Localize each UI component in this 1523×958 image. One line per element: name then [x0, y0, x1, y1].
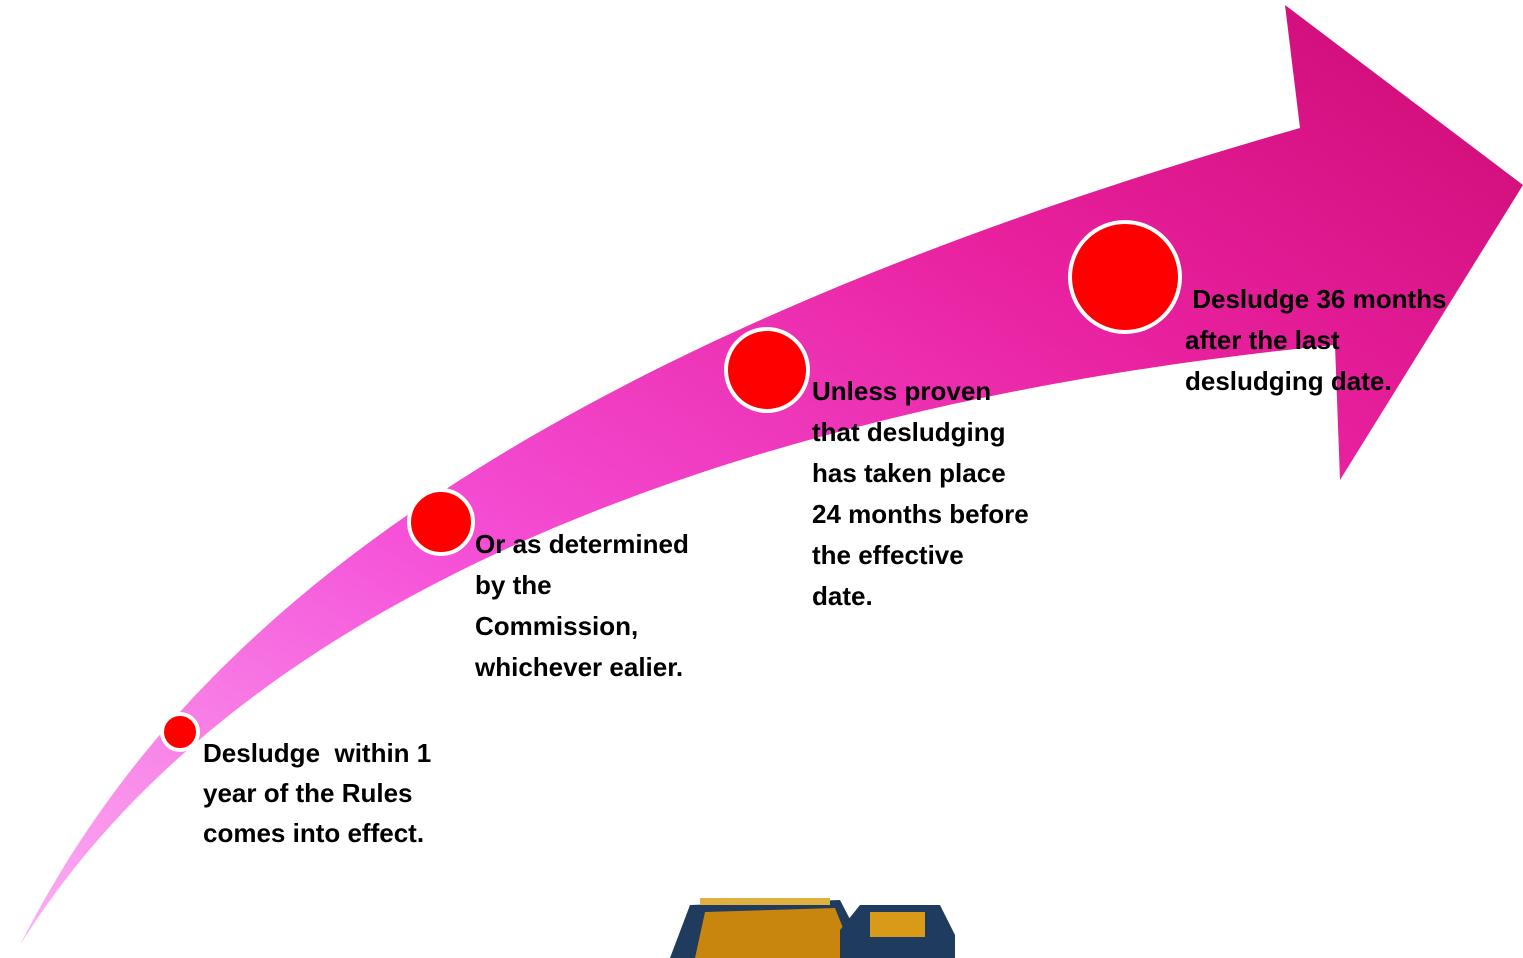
step-text: that desludging	[812, 417, 1006, 447]
step-text: date.	[812, 581, 873, 611]
step-text: Desludge 36 months	[1185, 284, 1447, 314]
step-text: Or as determined	[475, 529, 689, 559]
step-text: has taken place	[812, 458, 1006, 488]
step-marker	[1068, 220, 1182, 334]
truck	[670, 898, 955, 958]
step-text: after the last	[1185, 325, 1340, 355]
step-marker	[160, 712, 200, 752]
step-marker	[407, 488, 475, 556]
step-text: desludging date.	[1185, 366, 1392, 396]
step-text: Desludge within 1	[203, 738, 431, 768]
step-text: the effective	[812, 540, 964, 570]
step-text: comes into effect.	[203, 818, 424, 848]
step-text: Commission,	[475, 611, 638, 641]
step-text: year of the Rules	[203, 778, 413, 808]
step-text: 24 months before	[812, 499, 1029, 529]
step-text: by the	[475, 570, 552, 600]
step-text: whichever ealier.	[474, 652, 683, 682]
step-marker	[724, 327, 810, 413]
step-text: Unless proven	[812, 376, 991, 406]
